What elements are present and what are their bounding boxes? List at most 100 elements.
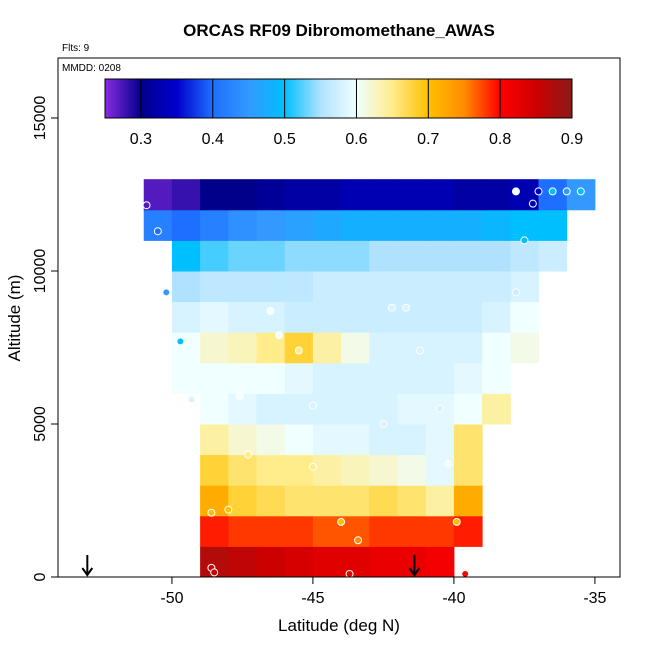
colorbar-tick-label: 0.8	[489, 131, 511, 148]
heatmap-cell	[284, 454, 314, 486]
heatmap-cell	[453, 362, 483, 394]
heatmap-cell	[397, 301, 427, 333]
x-tick-label: -50	[160, 590, 183, 607]
y-tick-label: 15000	[32, 96, 49, 141]
heatmap-cell	[312, 301, 342, 333]
heatmap-cell	[171, 332, 201, 364]
heatmap-cell	[397, 270, 427, 303]
heatmap-cell	[510, 240, 540, 272]
sample-point	[176, 337, 185, 346]
heatmap-cell	[312, 362, 342, 394]
heatmap-cell	[341, 332, 370, 364]
colorbar-tick-label: 0.5	[273, 131, 295, 148]
heatmap-cell	[482, 301, 511, 333]
y-tick-label: 10000	[32, 249, 49, 294]
colorbar	[104, 78, 573, 119]
sample-point	[379, 419, 388, 428]
heatmap-cell	[284, 485, 314, 517]
heatmap-cell	[397, 485, 427, 517]
heatmap-cell	[397, 179, 427, 211]
colorbar-tick-label: 0.6	[345, 131, 367, 148]
heatmap-cell	[453, 454, 483, 486]
heatmap-cell	[228, 332, 258, 364]
heatmap-cell	[538, 209, 568, 241]
heatmap-cell	[425, 454, 455, 486]
heatmap-cell	[256, 270, 286, 303]
heatmap-cell	[369, 362, 399, 394]
heatmap-cell	[453, 179, 483, 211]
heatmap-cell	[228, 301, 258, 333]
y-tick-label: 5000	[32, 406, 49, 442]
heatmap-cell	[341, 362, 370, 394]
sample-point	[354, 536, 363, 545]
heatmap-cell	[171, 270, 201, 303]
heatmap-cell	[200, 301, 229, 333]
heatmap-cell	[200, 423, 229, 456]
heatmap-cell	[425, 240, 455, 272]
heatmap-cell	[284, 423, 314, 456]
track-arrow	[408, 555, 421, 577]
heatmap-cell	[312, 332, 342, 364]
heatmap-cell	[453, 393, 483, 425]
heatmap-cell	[284, 179, 314, 211]
heatmap-cell	[341, 301, 370, 333]
heatmap-cell	[482, 270, 511, 303]
heatmap-cell	[284, 515, 314, 547]
heatmap-cell	[453, 270, 483, 303]
sample-point	[528, 199, 537, 208]
sample-point	[511, 187, 520, 196]
heatmap-cell	[397, 423, 427, 456]
heatmap-cell	[171, 301, 201, 333]
x-tick-label: -35	[583, 590, 606, 607]
heatmap-cell	[425, 270, 455, 303]
plot-frame	[57, 57, 621, 578]
heatmap-cell	[425, 546, 455, 578]
sample-point	[435, 404, 444, 413]
sample-point	[275, 331, 284, 340]
colorbar-tick-label: 0.9	[561, 131, 583, 148]
heatmap-cell	[312, 240, 342, 272]
sample-point	[534, 187, 543, 196]
heatmap-cell	[284, 301, 314, 333]
heatmap-cell	[171, 179, 201, 211]
sample-point	[337, 517, 346, 526]
heatmap-cell	[256, 546, 286, 578]
heatmap-cell	[341, 209, 370, 241]
heatmap-cell	[256, 240, 286, 272]
heatmap-cell	[453, 240, 483, 272]
heatmap-cell	[228, 270, 258, 303]
colorbar-tick-label: 0.7	[417, 131, 439, 148]
heatmap-cell	[341, 179, 370, 211]
sample-point	[308, 462, 317, 471]
heatmap-cell	[425, 301, 455, 333]
colorbar-tick-label: 0.3	[130, 131, 152, 148]
heatmap-cell	[228, 515, 258, 547]
heatmap-cell	[312, 423, 342, 456]
heatmap-cell	[143, 209, 173, 241]
heatmap-cell	[171, 240, 201, 272]
heatmap-cell	[312, 393, 342, 425]
heatmap-cell	[397, 515, 427, 547]
heatmap-cell	[482, 209, 511, 241]
heatmap-cell	[200, 209, 229, 241]
heatmap-cell	[284, 362, 314, 394]
heatmap-cell	[171, 209, 201, 241]
heatmap-cell	[453, 423, 483, 456]
heatmap-cell	[228, 179, 258, 211]
heatmap-cell	[228, 454, 258, 486]
heatmap-cell	[200, 332, 229, 364]
heatmap-cell	[256, 454, 286, 486]
heatmap-cell	[453, 485, 483, 517]
heatmap-cell	[341, 454, 370, 486]
heatmap-cell	[425, 485, 455, 517]
heatmap-cell	[482, 362, 511, 394]
heatmap-cell	[341, 485, 370, 517]
heatmap-cell	[312, 485, 342, 517]
sample-point	[162, 288, 171, 297]
heatmap-cell	[369, 393, 399, 425]
heatmap-cell	[510, 270, 540, 303]
heatmap-cell	[369, 179, 399, 211]
heatmap-cell	[397, 393, 427, 425]
track-arrow	[81, 555, 94, 577]
